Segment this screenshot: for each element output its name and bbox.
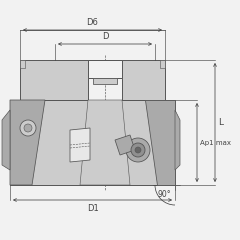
Polygon shape (160, 60, 165, 68)
Polygon shape (88, 60, 122, 78)
Circle shape (126, 138, 150, 162)
Text: 90°: 90° (157, 190, 171, 199)
Text: Ap1 max: Ap1 max (200, 139, 231, 145)
Polygon shape (115, 135, 135, 155)
Circle shape (135, 147, 141, 153)
Circle shape (24, 124, 32, 132)
Polygon shape (20, 60, 25, 68)
Text: L: L (218, 118, 223, 127)
Text: D6: D6 (87, 18, 98, 27)
Circle shape (131, 143, 145, 157)
Circle shape (20, 120, 36, 136)
Polygon shape (20, 60, 165, 100)
Text: D1: D1 (87, 204, 98, 213)
Polygon shape (93, 78, 117, 84)
Polygon shape (10, 100, 45, 185)
Polygon shape (2, 110, 10, 170)
Polygon shape (70, 128, 90, 162)
Text: D: D (102, 32, 108, 41)
Polygon shape (145, 100, 175, 185)
Polygon shape (175, 110, 180, 170)
Polygon shape (80, 100, 130, 185)
Polygon shape (10, 100, 175, 185)
